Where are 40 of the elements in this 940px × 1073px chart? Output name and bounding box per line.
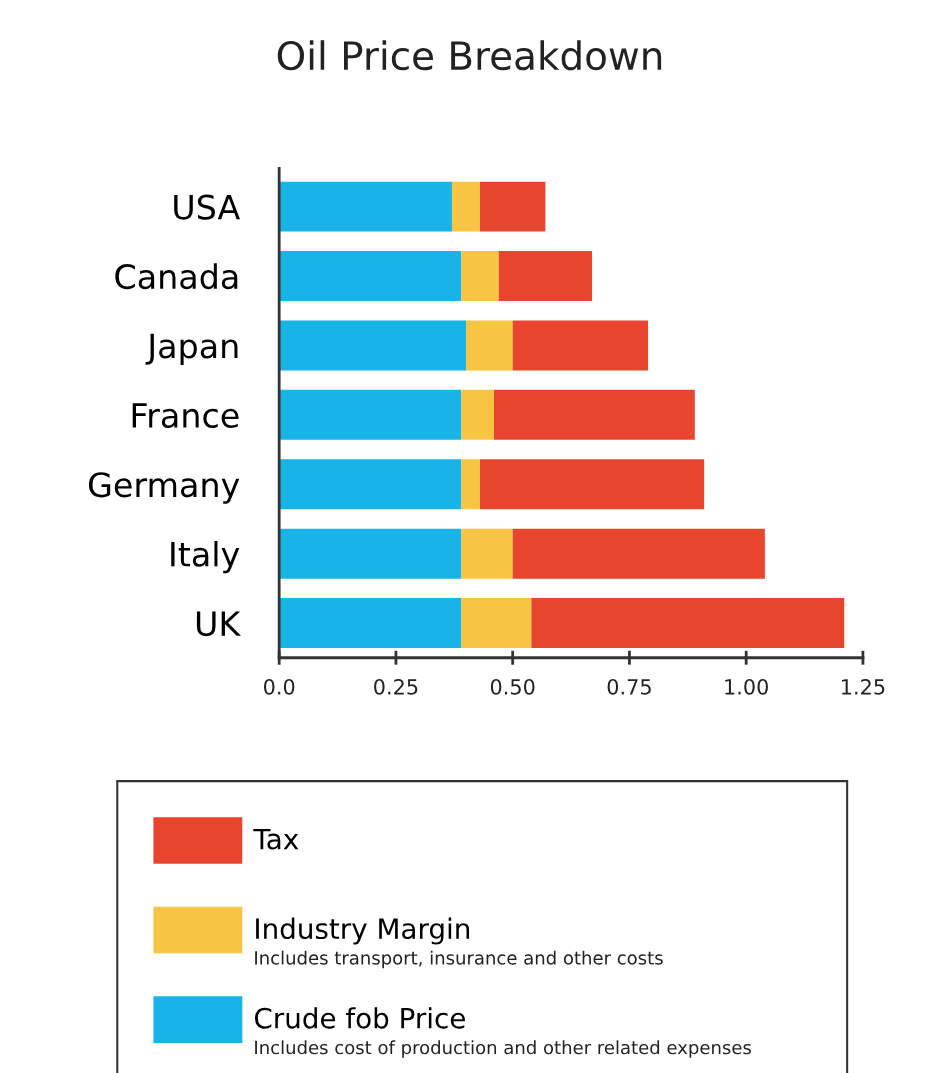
x-tick-label: 0.25 bbox=[374, 678, 418, 695]
bar bbox=[512, 320, 649, 371]
text: Includes cost of production and other related expenses bbox=[255, 1040, 751, 1058]
legend-label: Industry Margin bbox=[256, 917, 470, 945]
x-tick-label: 0.0 bbox=[263, 678, 295, 695]
bar bbox=[279, 251, 462, 302]
bar bbox=[279, 389, 462, 440]
x-tick-label: 0.75 bbox=[607, 678, 651, 695]
y-tick-label: Japan bbox=[145, 333, 238, 366]
bar bbox=[461, 251, 499, 302]
chart-title: Oil Price Breakdown bbox=[277, 40, 662, 71]
x-tick-label: 0.50 bbox=[490, 678, 535, 695]
y-tick-label: USA bbox=[174, 194, 241, 220]
text: Includes transport, insurance and other costs bbox=[255, 950, 663, 969]
bar bbox=[451, 181, 480, 232]
y-tick-label: Italy bbox=[171, 540, 240, 574]
bar bbox=[479, 459, 705, 510]
bar bbox=[461, 459, 480, 510]
y-tick-label: Germany bbox=[88, 472, 240, 504]
x-tick-label: 1.00 bbox=[725, 678, 768, 695]
bar bbox=[279, 528, 462, 579]
bar bbox=[494, 389, 695, 440]
y-tick-label: UK bbox=[196, 611, 241, 637]
y-tick-label: France bbox=[132, 403, 239, 428]
bar bbox=[461, 389, 494, 440]
bar bbox=[279, 320, 466, 371]
bar bbox=[498, 251, 593, 302]
bar bbox=[279, 459, 462, 510]
bar bbox=[512, 528, 765, 579]
bar bbox=[279, 598, 462, 649]
bar bbox=[531, 598, 845, 649]
bar bbox=[465, 320, 513, 371]
legend-label: Crude fob Price bbox=[254, 1007, 465, 1029]
bar bbox=[461, 598, 532, 649]
bar bbox=[461, 528, 513, 579]
bar bbox=[279, 181, 452, 232]
x-tick-label: 1.25 bbox=[842, 678, 885, 695]
bar bbox=[479, 181, 546, 232]
y-tick-label: Canada bbox=[115, 263, 238, 290]
legend-label: Tax bbox=[253, 828, 299, 850]
